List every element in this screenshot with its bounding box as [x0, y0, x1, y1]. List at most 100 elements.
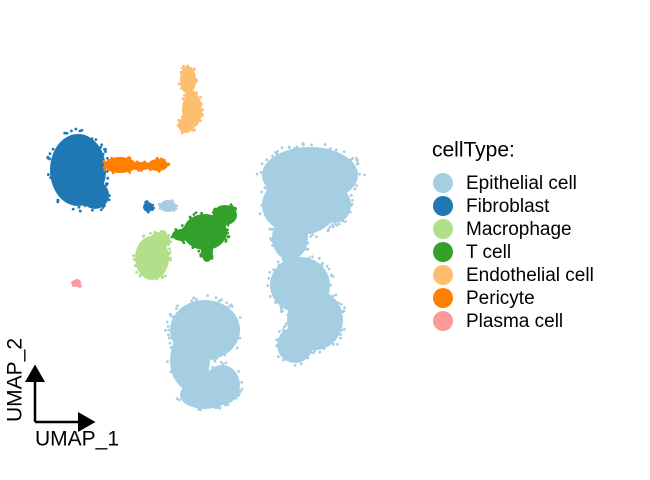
cell-point	[164, 274, 167, 278]
cell-point	[51, 147, 55, 151]
cell-point	[230, 305, 234, 309]
cell-point	[194, 211, 198, 215]
cell-point	[182, 325, 186, 329]
cell-point	[183, 383, 187, 386]
cell-point	[214, 296, 218, 300]
cell-point	[268, 270, 272, 274]
cell-point	[209, 380, 213, 383]
cell-point	[204, 235, 208, 239]
cell-point	[167, 233, 171, 237]
cell-point	[269, 182, 273, 186]
cell-point	[329, 273, 333, 277]
cell-point	[226, 231, 230, 235]
cell-point	[98, 178, 102, 182]
cell-point	[189, 325, 192, 328]
cell-point	[358, 172, 361, 176]
cell-point	[206, 369, 210, 373]
cell-point	[191, 246, 195, 250]
cell-point	[111, 171, 115, 175]
cell-point	[153, 231, 157, 235]
cell-point	[231, 395, 235, 398]
cell-point	[237, 369, 240, 373]
cell-point	[288, 324, 292, 328]
cell-point	[284, 322, 288, 326]
cell-point	[167, 336, 171, 340]
cell-point	[287, 300, 290, 304]
cell-point	[317, 196, 321, 200]
cell-point	[327, 267, 331, 271]
cell-point	[155, 277, 159, 281]
cell-point	[265, 187, 268, 191]
cell-point	[334, 293, 338, 297]
cell-point	[201, 108, 205, 112]
cell-point	[174, 207, 178, 211]
cell-point	[149, 167, 152, 171]
cell-point	[332, 343, 335, 346]
cell-point	[307, 256, 311, 260]
cell-point	[170, 235, 174, 239]
cell-point	[133, 264, 137, 267]
cell-point	[184, 114, 187, 118]
cluster-blob	[143, 202, 153, 212]
cell-point	[271, 244, 274, 247]
cell-point	[230, 392, 234, 395]
cell-point	[179, 86, 183, 90]
cell-point	[339, 336, 342, 340]
cell-point	[171, 336, 175, 340]
cell-point	[167, 333, 170, 337]
cell-point	[169, 313, 173, 317]
cell-point	[203, 379, 207, 383]
cell-point	[137, 168, 140, 172]
cell-point	[269, 178, 273, 182]
cell-point	[306, 356, 310, 360]
legend-swatch	[433, 173, 453, 193]
cell-point	[164, 328, 167, 332]
cluster-blob	[180, 381, 230, 409]
cell-point	[281, 309, 285, 313]
cell-point	[206, 294, 210, 298]
cell-point	[174, 227, 178, 231]
cell-point	[177, 82, 181, 86]
cell-point	[211, 241, 215, 245]
cell-point	[168, 341, 172, 345]
cluster-blob	[277, 327, 313, 363]
cluster-blob	[172, 229, 192, 241]
cell-point	[190, 236, 194, 240]
cell-point	[46, 173, 50, 176]
cell-point	[125, 166, 128, 170]
cell-point	[186, 326, 190, 330]
cell-point	[289, 253, 293, 257]
cell-point	[200, 114, 204, 118]
cell-point	[200, 211, 203, 215]
cell-point	[162, 246, 166, 250]
cell-point	[281, 257, 285, 260]
legend-label: Plasma cell	[466, 311, 563, 332]
cell-point	[102, 165, 106, 169]
cell-point	[260, 162, 264, 166]
cell-point	[182, 64, 186, 68]
cell-point	[349, 193, 353, 197]
cell-point	[227, 305, 230, 309]
cell-point	[156, 156, 159, 160]
cell-point	[175, 307, 178, 311]
cell-point	[327, 227, 330, 231]
cluster-blob	[170, 330, 210, 390]
cell-point	[107, 198, 111, 202]
cell-point	[160, 157, 163, 161]
legend-label: T cell	[466, 242, 511, 263]
cell-point	[218, 299, 222, 303]
cell-point	[238, 336, 242, 340]
cell-point	[199, 95, 202, 99]
cell-point	[202, 374, 206, 377]
cell-point	[144, 200, 148, 204]
cell-point	[46, 156, 50, 160]
cell-point	[77, 205, 81, 209]
cell-point	[258, 212, 262, 216]
cell-point	[237, 392, 241, 396]
cell-point	[80, 199, 83, 203]
cell-point	[151, 203, 155, 207]
cell-point	[281, 328, 285, 332]
cell-point	[157, 202, 161, 206]
cell-point	[266, 284, 270, 287]
cell-point	[349, 158, 353, 162]
